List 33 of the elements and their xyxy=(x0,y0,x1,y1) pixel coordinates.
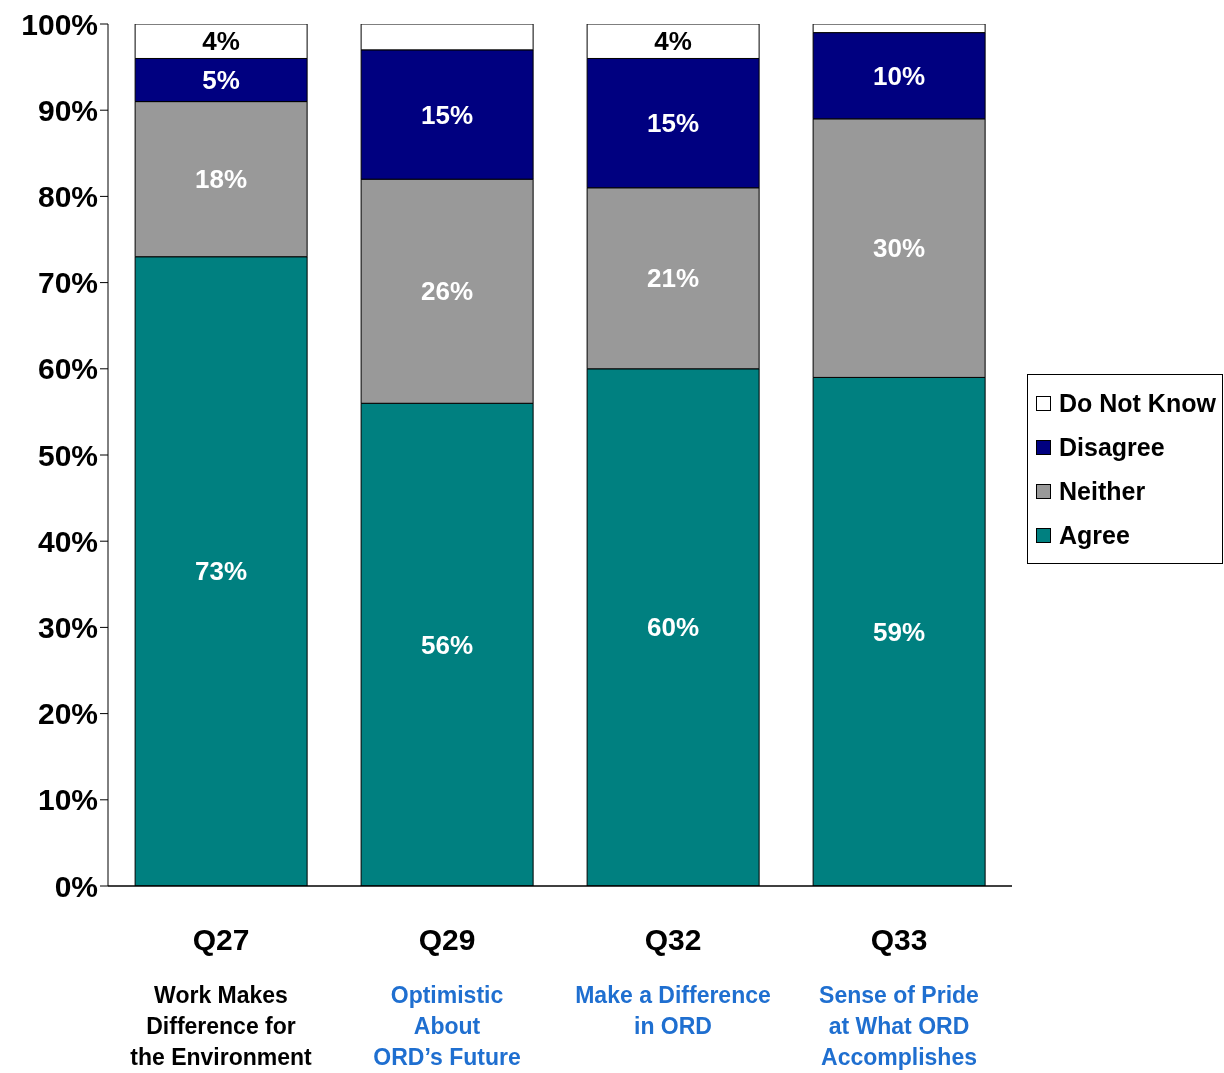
data-label: 5% xyxy=(202,65,240,96)
x-tick-label: Q32 Make a Difference in ORD xyxy=(575,923,771,1039)
y-tick-label: 30% xyxy=(37,611,98,645)
y-tick-label: 60% xyxy=(37,352,98,386)
data-label: 4% xyxy=(654,26,692,57)
x-tick-label: Q29 Optimistic About ORD’s Future xyxy=(373,923,521,1070)
legend-label: Disagree xyxy=(1059,432,1165,462)
x-tick-label: Q33 Sense of Pride at What ORD Accomplishes xyxy=(819,923,979,1070)
y-tick-label: 100% xyxy=(21,7,98,41)
y-tick-label: 0% xyxy=(54,869,98,903)
data-label: 30% xyxy=(873,233,926,264)
data-label: 10% xyxy=(873,60,926,91)
y-tick-label: 80% xyxy=(37,180,98,214)
data-label: 21% xyxy=(647,263,700,294)
data-label: 18% xyxy=(195,164,248,195)
legend-label: Agree xyxy=(1059,520,1130,550)
y-tick-label: 10% xyxy=(37,783,98,817)
data-label: 56% xyxy=(421,629,474,660)
y-tick-label: 90% xyxy=(37,93,98,127)
legend-label: Do Not Know xyxy=(1059,388,1216,418)
data-label: 15% xyxy=(421,99,474,130)
data-label: 59% xyxy=(873,616,926,647)
data-label: 4% xyxy=(202,26,240,57)
y-tick-label: 40% xyxy=(37,524,98,558)
data-label: 60% xyxy=(647,612,700,643)
data-label: 26% xyxy=(421,276,474,307)
legend-label: Neither xyxy=(1059,476,1146,506)
y-tick-label: 50% xyxy=(37,438,98,472)
x-tick-label: Q27 Work Makes Difference for the Environment xyxy=(130,923,313,1070)
y-tick-label: 20% xyxy=(37,697,98,731)
data-label: 73% xyxy=(195,556,248,587)
data-label: 15% xyxy=(647,108,700,139)
y-tick-label: 70% xyxy=(37,266,98,300)
